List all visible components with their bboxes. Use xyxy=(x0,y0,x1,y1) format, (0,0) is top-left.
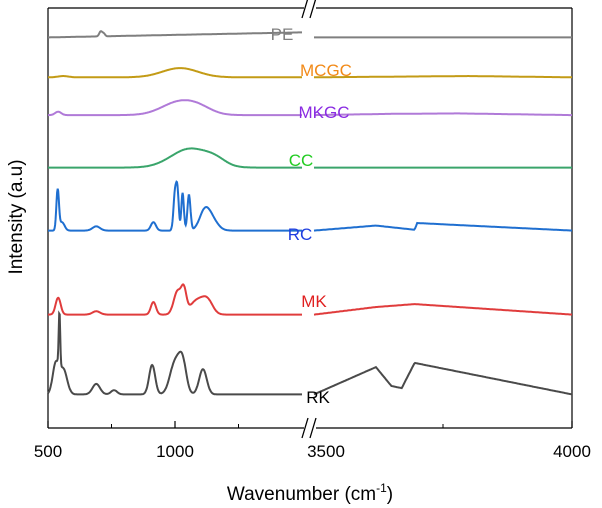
x-axis-title-main: Wavenumber (cm xyxy=(227,484,376,505)
series-label-mcgc: MCGC xyxy=(300,61,352,80)
series-label-mk: MK xyxy=(301,292,327,311)
series-line-rc-right xyxy=(313,221,573,232)
break-slash xyxy=(301,0,309,19)
series-label-rc: RC xyxy=(288,225,313,244)
series-label-pe: PE xyxy=(271,25,294,44)
series-labels: PE MCGC MKGC CC RC MK RK xyxy=(271,25,352,407)
y-axis-title: Intensity (a.u) xyxy=(6,159,27,274)
series-line-mkgc-right xyxy=(314,112,572,117)
series-label-cc: CC xyxy=(289,151,314,170)
series-line-mk-left xyxy=(48,283,302,316)
series-lines xyxy=(47,30,573,396)
series-line-mcgc-right xyxy=(314,75,572,79)
series-line-rc-left xyxy=(48,180,302,232)
x-tick-label: 3500 xyxy=(307,442,345,461)
series-line-rk-right xyxy=(313,361,573,396)
series-line-pe-left xyxy=(48,30,302,39)
series-line-mk-right xyxy=(313,303,573,316)
x-axis-title-close: ) xyxy=(387,484,393,505)
break-slash xyxy=(301,417,309,439)
x-axis-title-superscript: -1 xyxy=(376,481,387,495)
x-axis: 500 1000 3500 4000 xyxy=(34,421,591,461)
break-gap xyxy=(304,418,316,438)
break-slash xyxy=(309,417,317,439)
axis-break-marks xyxy=(301,0,317,439)
series-label-mkgc: MKGC xyxy=(299,103,350,122)
x-tick-label: 4000 xyxy=(553,442,591,461)
series-label-rk: RK xyxy=(306,388,330,407)
break-gap xyxy=(304,0,316,18)
x-tick-label: 1000 xyxy=(156,442,194,461)
break-slash xyxy=(309,0,317,19)
series-line-rk-left xyxy=(47,310,302,396)
x-axis-title: Wavenumber (cm-1) xyxy=(227,481,393,505)
series-line-cc-left xyxy=(48,147,302,169)
series-line-mcgc-left xyxy=(48,67,302,79)
series-line-mkgc-left xyxy=(48,99,302,117)
x-tick-label: 500 xyxy=(34,442,62,461)
